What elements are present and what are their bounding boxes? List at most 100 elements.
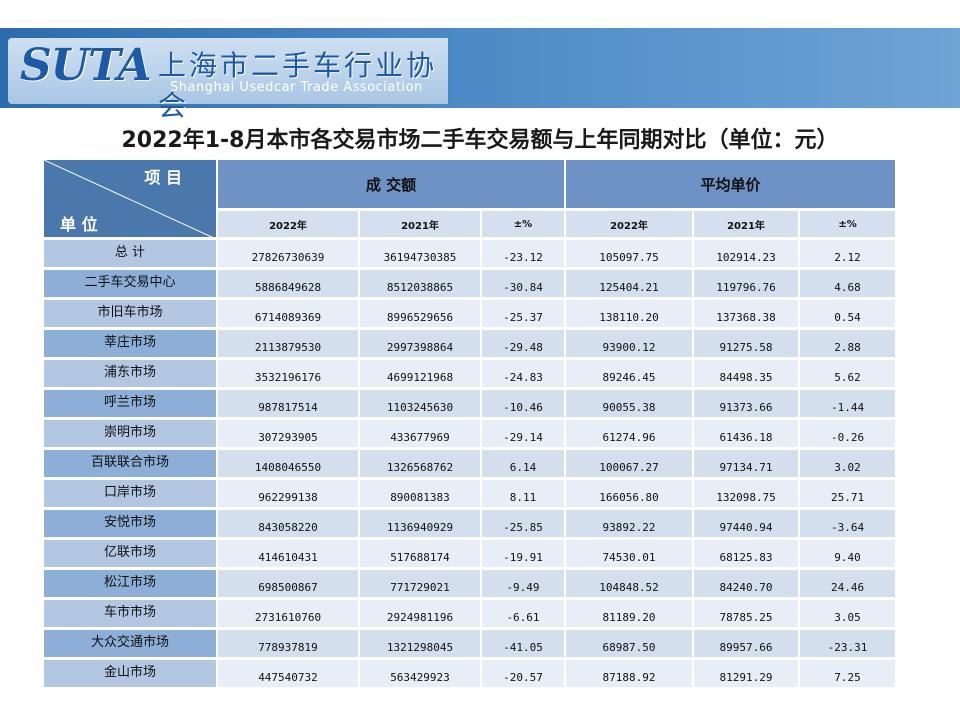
cell-amount-2022: 1408046550 [218,450,358,477]
cell-avg-2022: 93892.22 [566,510,693,537]
table-row: 松江市场 698500867 771729021 -9.49 104848.52 8424… [44,570,896,597]
cell-avg-2021: 61436.18 [694,420,799,447]
cell-avg-2021: 119796.76 [694,270,799,297]
cell-amount-2021: 1103245630 [360,390,480,417]
cell-amount-2021: 1321298045 [360,630,480,657]
cell-amount-pct: -25.37 [482,300,565,327]
group-header-amount: 成 交额 [218,160,565,208]
cell-avg-2021: 84240.70 [694,570,799,597]
table-row: 亿联市场 414610431 517688174 -19.91 74530.01 6812… [44,540,896,567]
table-row: 大众交通市场 778937819 1321298045 -41.05 68987.50 8… [44,630,896,657]
cell-avg-2022: 61274.96 [566,420,693,447]
cell-amount-2021: 8996529656 [360,300,480,327]
cell-avg-2021: 81291.29 [694,660,799,687]
cell-amount-2021: 890081383 [360,480,480,507]
cell-amount-2022: 3532196176 [218,360,358,387]
logo-name-cn: 上海市二手车行业协会 [158,49,438,122]
page-title: 2022年1-8月本市各交易市场二手车交易额与上年同期对比（单位：元） [121,128,839,153]
row-market-name: 呼兰市场 [44,390,216,417]
cell-amount-pct: -19.91 [482,540,565,567]
cell-avg-2022: 138110.20 [566,300,693,327]
cell-avg-pct: -1.44 [800,390,896,417]
cell-avg-2022: 90055.38 [566,390,693,417]
sub-header: 2022年 [218,211,358,237]
table-row: 浦东市场 3532196176 4699121968 -24.83 89246.45 84… [44,360,896,387]
table-row: 安悦市场 843058220 1136940929 -25.85 93892.22 974… [44,510,896,537]
cell-amount-2022: 962299138 [218,480,358,507]
cell-amount-2022: 6714089369 [218,300,358,327]
row-market-name: 崇明市场 [44,420,216,447]
comparison-table: 项 目 单 位 成 交额 平均单价 2022年 2021年 ±% 2022年 2… [42,157,897,690]
cell-avg-2022: 125404.21 [566,270,693,297]
cell-amount-pct: 6.14 [482,450,565,477]
cell-amount-2021: 1136940929 [360,510,480,537]
cell-amount-pct: -10.46 [482,390,565,417]
cell-amount-pct: -29.14 [482,420,565,447]
table-row: 口岸市场 962299138 890081383 8.11 166056.80 13209… [44,480,896,507]
sub-header: 2021年 [360,211,480,237]
cell-avg-pct: 9.40 [800,540,896,567]
row-market-name: 二手车交易中心 [44,270,216,297]
association-logo: SUTA 上海市二手车行业协会 Shanghai Usedcar Trade A… [8,38,448,122]
cell-amount-2022: 27826730639 [218,240,358,267]
table-row: 总 计 27826730639 36194730385 -23.12 105097.75… [44,240,896,267]
table-row: 崇明市场 307293905 433677969 -29.14 61274.96 6143… [44,420,896,447]
row-market-name: 大众交通市场 [44,630,216,657]
cell-amount-2022: 447540732 [218,660,358,687]
cell-avg-2021: 84498.35 [694,360,799,387]
cell-avg-2021: 137368.38 [694,300,799,327]
cell-avg-2021: 132098.75 [694,480,799,507]
cell-amount-2022: 414610431 [218,540,358,567]
cell-amount-pct: -23.12 [482,240,565,267]
cell-avg-2021: 78785.25 [694,600,799,627]
row-market-name: 安悦市场 [44,510,216,537]
cell-amount-2021: 36194730385 [360,240,480,267]
sub-header: ±% [482,211,565,237]
cell-avg-pct: 7.25 [800,660,896,687]
row-market-name: 市旧车市场 [44,300,216,327]
cell-avg-pct: 5.62 [800,360,896,387]
row-market-name: 金山市场 [44,660,216,687]
cell-avg-2022: 100067.27 [566,450,693,477]
cell-avg-2021: 97134.71 [694,450,799,477]
cell-amount-2021: 4699121968 [360,360,480,387]
row-market-name: 车市市场 [44,600,216,627]
cell-avg-pct: 2.88 [800,330,896,357]
row-market-name: 莘庄市场 [44,330,216,357]
row-market-name: 浦东市场 [44,360,216,387]
cell-amount-2022: 843058220 [218,510,358,537]
cell-avg-pct: 3.02 [800,450,896,477]
cell-avg-pct: 2.12 [800,240,896,267]
cell-avg-2022: 87188.92 [566,660,693,687]
cell-avg-2022: 68987.50 [566,630,693,657]
cell-amount-pct: -9.49 [482,570,565,597]
cell-amount-pct: -20.57 [482,660,565,687]
cell-avg-2021: 89957.66 [694,630,799,657]
sub-header-row: 2022年 2021年 ±% 2022年 2021年 ±% [44,211,896,237]
cell-amount-pct: -29.48 [482,330,565,357]
corner-diagonal-line [44,160,213,237]
row-market-name: 口岸市场 [44,480,216,507]
cell-avg-2022: 166056.80 [566,480,693,507]
table-row: 莘庄市场 2113879530 2997398864 -29.48 93900.12 91… [44,330,896,357]
cell-avg-2021: 102914.23 [694,240,799,267]
group-header-avg-price: 平均单价 [566,160,896,208]
sub-header: 2022年 [566,211,693,237]
table-body: 总 计 27826730639 36194730385 -23.12 105097.75… [44,240,896,687]
cell-avg-pct: -0.26 [800,420,896,447]
cell-amount-pct: -30.84 [482,270,565,297]
table-row: 车市市场 2731610760 2924981196 -6.61 81189.20 787… [44,600,896,627]
sub-header: 2021年 [694,211,799,237]
cell-avg-pct: 3.05 [800,600,896,627]
cell-amount-2022: 987817514 [218,390,358,417]
cell-avg-pct: 25.71 [800,480,896,507]
table-row: 市旧车市场 6714089369 8996529656 -25.37 138110.20… [44,300,896,327]
logo-name-en: Shanghai Usedcar Trade Association [170,80,423,95]
cell-amount-pct: -41.05 [482,630,565,657]
cell-amount-2022: 2113879530 [218,330,358,357]
cell-avg-pct: 0.54 [800,300,896,327]
sub-header: ±% [800,211,896,237]
row-market-name: 总 计 [44,240,216,267]
row-market-name: 松江市场 [44,570,216,597]
cell-amount-2021: 2997398864 [360,330,480,357]
